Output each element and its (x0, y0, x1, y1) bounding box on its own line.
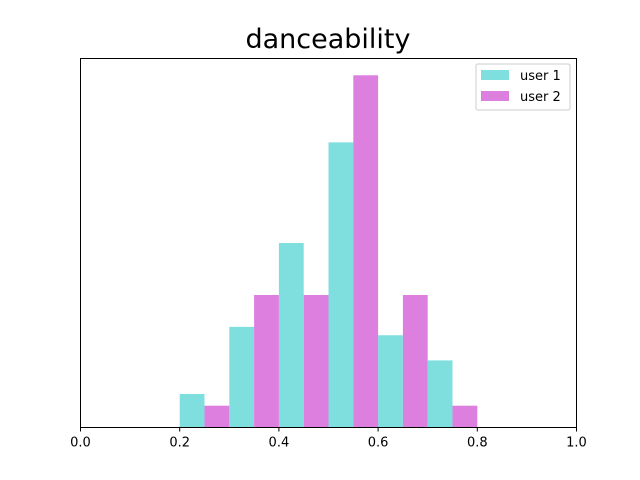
bar-user-2-0 (204, 405, 230, 428)
plot-frame (80, 58, 577, 428)
x-tick-label: 0.6 (368, 436, 389, 451)
x-tick-label: 0.2 (169, 436, 190, 451)
bar-user-1-3 (328, 142, 354, 428)
bar-user-1-5 (427, 360, 453, 428)
bar-user-1-0 (179, 393, 205, 428)
x-tick-label: 0.8 (467, 436, 488, 451)
legend: user 1 user 2 (475, 63, 571, 111)
bar-user-2-4 (402, 294, 428, 428)
x-tick-label: 0.4 (269, 436, 290, 451)
x-tick-label: 1.0 (566, 436, 587, 451)
bar-user-1-1 (229, 326, 255, 428)
bar-user-1-2 (278, 243, 304, 428)
x-tick-label: 0.0 (70, 436, 91, 451)
bar-user-2-5 (452, 405, 478, 428)
legend-label: user 2 (520, 90, 561, 105)
bar-user-2-3 (353, 75, 379, 428)
legend-label: user 1 (520, 69, 561, 84)
bar-user-2-1 (254, 294, 279, 428)
bar-user-2-2 (303, 294, 329, 428)
legend-swatch (481, 91, 509, 101)
x-axis: 0.0 0.2 0.4 0.6 0.8 1.0 (70, 427, 587, 451)
chart-title: danceability (245, 24, 410, 55)
legend-swatch (481, 70, 509, 80)
bar-user-1-4 (378, 335, 403, 428)
bars-group (179, 75, 478, 428)
